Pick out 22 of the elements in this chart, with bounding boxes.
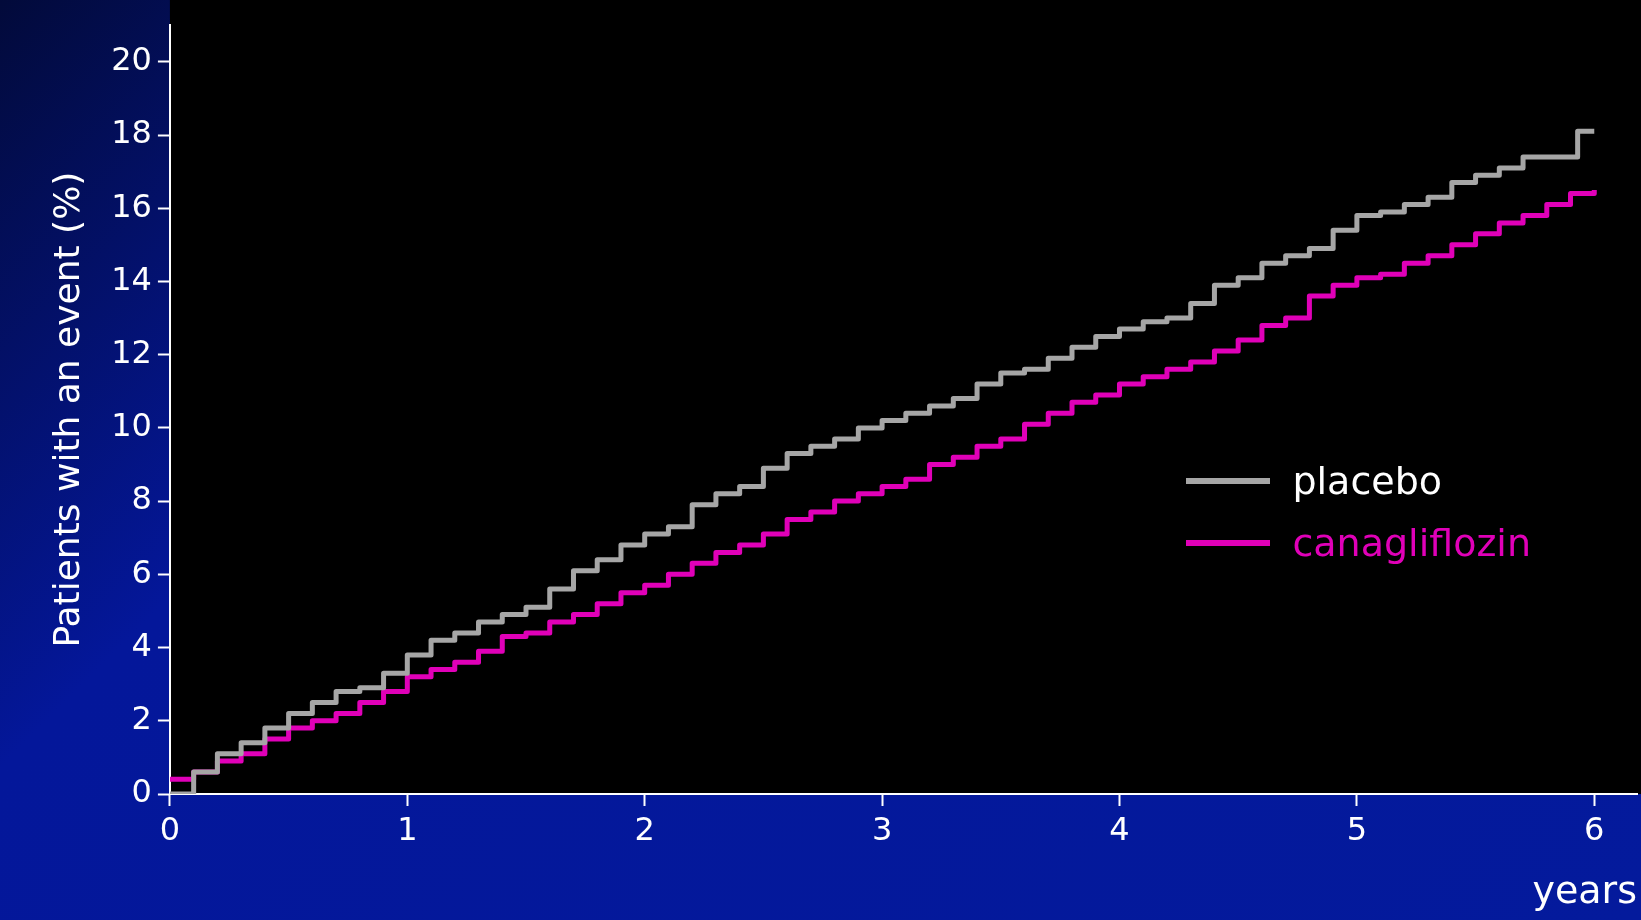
- y-tick-label: 20: [111, 40, 152, 79]
- x-tick-label: 6: [1584, 809, 1605, 848]
- y-tick-label: 0: [131, 772, 152, 811]
- y-tick-label: 6: [131, 552, 152, 591]
- y-tick-label: 4: [131, 625, 152, 664]
- legend-label: canagliflozin: [1292, 521, 1531, 565]
- y-axis-title: Patients with an event (%): [45, 171, 87, 648]
- x-tick-label: 0: [159, 809, 181, 848]
- legend-label: placebo: [1292, 459, 1443, 503]
- y-tick-label: 10: [111, 406, 152, 445]
- y-tick-label: 16: [111, 186, 152, 225]
- x-tick-label: 2: [634, 809, 655, 848]
- y-tick-label: 12: [111, 333, 152, 371]
- x-tick-label: 3: [871, 809, 893, 848]
- x-tick-label: 4: [1109, 809, 1130, 848]
- x-tick-label: 5: [1346, 809, 1368, 848]
- x-tick-label: 1: [397, 809, 418, 848]
- y-tick-label: 14: [111, 259, 152, 298]
- x-axis-title: years: [1532, 868, 1637, 913]
- y-tick-label: 8: [131, 479, 152, 518]
- y-tick-label: 2: [131, 699, 152, 738]
- y-tick-label: 18: [111, 113, 152, 152]
